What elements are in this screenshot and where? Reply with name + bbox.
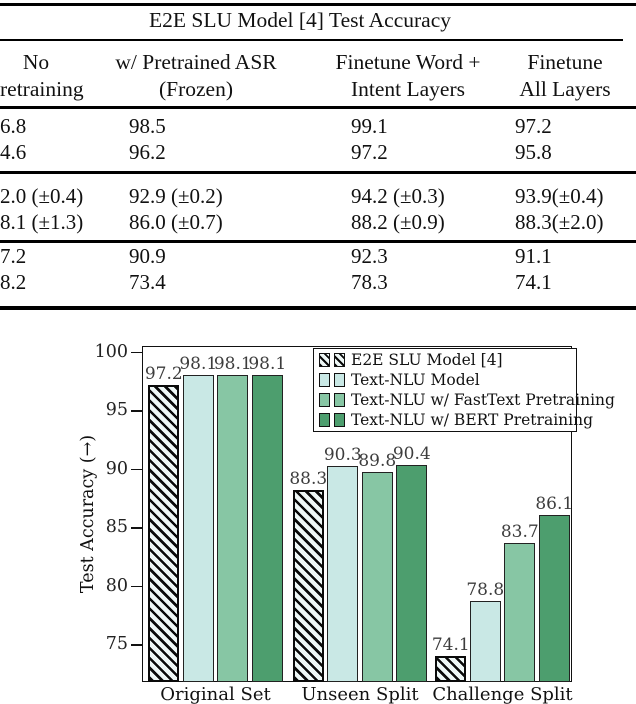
table-title-rule xyxy=(0,39,623,41)
table-mid-rule-1 xyxy=(0,171,636,174)
table-cell: 8.1 (±1.3) xyxy=(0,210,84,234)
column-header-line: All Layers xyxy=(519,77,611,101)
table-cell: 99.1 xyxy=(351,114,388,138)
column-header-line: w/ Pretrained ASR xyxy=(115,50,277,74)
table-cell: 98.5 xyxy=(129,114,166,138)
legend-label: Text-NLU w/ FastText Pretraining xyxy=(351,390,615,409)
column-header: Finetune All Layers xyxy=(435,49,636,103)
table-header-rule xyxy=(0,106,636,109)
legend-swatch xyxy=(333,373,345,388)
bar-value-label: 78.8 xyxy=(466,579,505,600)
legend-swatch xyxy=(319,353,330,368)
table-cell: 74.1 xyxy=(515,270,552,294)
table-cell: 92.9 (±0.2) xyxy=(129,184,223,208)
y-tick-mark xyxy=(131,410,142,412)
legend-swatch xyxy=(333,353,345,368)
table-cell: 92.3 xyxy=(351,244,388,268)
y-tick-label: 85 xyxy=(105,517,128,538)
column-header-line: Finetune Word + xyxy=(335,50,481,74)
table-cell: 2.0 (±0.4) xyxy=(0,184,84,208)
column-header-line: (Frozen) xyxy=(158,77,234,101)
table-cell: 88.2 (±0.9) xyxy=(351,210,445,234)
column-header-line: Finetune xyxy=(527,50,603,74)
table-cell: 88.3(±2.0) xyxy=(515,210,604,234)
legend-swatch xyxy=(319,392,330,407)
legend-label: Text-NLU Model xyxy=(351,371,480,390)
table-mid-rule-2 xyxy=(0,240,636,243)
table-cell: 95.8 xyxy=(515,140,552,164)
bar-value-label: 98.1 xyxy=(248,353,287,374)
y-tick-label: 90 xyxy=(105,458,128,479)
column-header: Finetune Word + Intent Layers xyxy=(278,49,538,103)
bar-value-label: 98.1 xyxy=(179,353,218,374)
table-cell: 90.9 xyxy=(129,244,166,268)
bar-value-label: 97.2 xyxy=(144,364,183,385)
bar-challenge-split-s1 xyxy=(469,600,501,682)
bar-value-label: 86.1 xyxy=(535,494,574,515)
column-header: w/ Pretrained ASR (Frozen) xyxy=(66,49,326,103)
y-tick-mark xyxy=(131,585,142,588)
chart-legend: E2E SLU Model [4] Text-NLU Model Text-NLU … xyxy=(313,348,615,432)
table-cell: 4.6 xyxy=(0,140,27,164)
y-tick-label: 80 xyxy=(105,575,128,596)
table-bottom-rule xyxy=(0,306,636,310)
legend-label: E2E SLU Model [4] xyxy=(351,351,503,370)
legend-swatch xyxy=(319,373,330,388)
table-cell: 91.1 xyxy=(515,244,552,268)
column-header-line: No xyxy=(22,50,50,74)
legend-swatch xyxy=(319,412,330,427)
legend-swatch xyxy=(333,412,345,427)
bar-challenge-split-s2 xyxy=(504,543,536,682)
legend-label: Text-NLU w/ BERT Pretraining xyxy=(351,410,593,429)
bar-value-label: 90.3 xyxy=(323,445,362,466)
table-cell: 96.2 xyxy=(129,140,166,164)
bar-original-set-s3 xyxy=(251,374,283,682)
x-tick-label: Original Set xyxy=(160,684,271,704)
table-cell: 97.2 xyxy=(515,114,552,138)
table-cell: 94.2 (±0.3) xyxy=(351,184,445,208)
bar-original-set-s2 xyxy=(217,374,249,682)
bar-value-label: 89.8 xyxy=(358,451,397,471)
y-tick-mark xyxy=(131,351,142,354)
column-header-line: Intent Layers xyxy=(350,77,466,101)
table-title: E2E SLU Model [4] Test Accuracy xyxy=(148,8,451,32)
table-cell: 78.3 xyxy=(351,270,388,294)
y-tick-mark xyxy=(131,527,142,529)
bar-original-set-s1 xyxy=(182,374,214,682)
bar-challenge-split-s0 xyxy=(435,655,467,682)
legend-swatch xyxy=(333,392,345,407)
table-cell: 97.2 xyxy=(351,140,388,164)
bar-value-label: 74.1 xyxy=(431,634,470,655)
y-tick-mark xyxy=(131,644,142,646)
table-cell: 73.4 xyxy=(129,270,166,294)
x-tick-label: Unseen Split xyxy=(301,684,419,704)
bar-value-label: 88.3 xyxy=(289,468,328,489)
table-cell: 86.0 (±0.7) xyxy=(129,210,223,234)
bar-original-set-s0 xyxy=(148,385,180,682)
bar-value-label: 98.1 xyxy=(213,353,252,374)
bar-unseen-split-s3 xyxy=(396,464,428,682)
legend-entry: E2E SLU Model [4] xyxy=(319,351,576,370)
y-tick-label: 95 xyxy=(105,400,128,421)
bar-challenge-split-s3 xyxy=(538,515,570,682)
legend-entry: Text-NLU Model xyxy=(319,371,576,390)
bar-unseen-split-s1 xyxy=(327,466,359,682)
y-tick-mark xyxy=(131,468,142,471)
bar-value-label: 83.7 xyxy=(500,522,539,543)
bar-unseen-split-s0 xyxy=(292,489,324,682)
table-cell: 8.2 xyxy=(0,270,27,294)
table-top-rule xyxy=(0,3,636,6)
y-tick-label: 100 xyxy=(94,341,128,362)
table-cell: 6.8 xyxy=(0,114,27,138)
table-cell: 7.2 xyxy=(0,244,27,268)
legend-entry: Text-NLU w/ FastText Pretraining xyxy=(319,390,615,409)
x-tick-label: Challenge Split xyxy=(432,684,573,704)
legend-entry: Text-NLU w/ BERT Pretraining xyxy=(319,410,593,429)
table-cell: 93.9(±0.4) xyxy=(515,184,604,208)
y-tick-label: 75 xyxy=(105,634,128,655)
bar-value-label: 90.4 xyxy=(392,443,431,464)
bar-unseen-split-s2 xyxy=(361,472,393,682)
column-header-line: retraining xyxy=(0,77,84,101)
